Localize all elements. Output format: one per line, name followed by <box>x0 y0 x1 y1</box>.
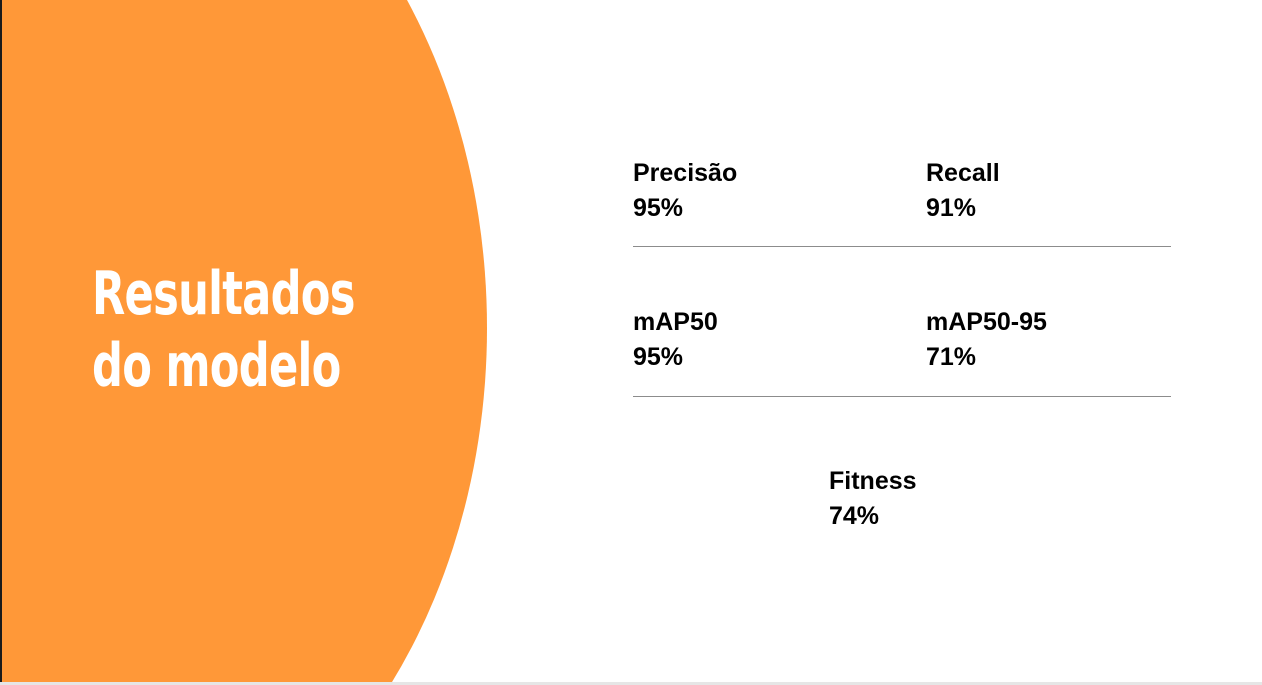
metric-map50: mAP50 95% <box>633 305 718 375</box>
metric-fitness: Fitness 74% <box>829 464 917 534</box>
left-edge-border <box>0 0 2 685</box>
divider-top <box>633 246 1171 247</box>
metric-label: mAP50 <box>633 308 718 336</box>
metric-value: 74% <box>829 502 880 530</box>
metric-value: 95% <box>633 343 684 371</box>
metric-label: Precisão <box>633 159 738 187</box>
metric-value: 71% <box>926 343 977 371</box>
metric-label: Recall <box>926 159 1000 187</box>
slide-title: Resultados do modelo <box>92 258 355 402</box>
metric-value: 95% <box>633 194 684 222</box>
slide-title-line-2: do modelo <box>92 331 341 401</box>
bottom-edge-border <box>0 682 1262 685</box>
slide-title-line-1: Resultados <box>92 259 355 329</box>
metric-value: 91% <box>926 194 977 222</box>
metric-label: mAP50-95 <box>926 308 1047 336</box>
accent-circle <box>0 0 487 685</box>
metric-recall: Recall 91% <box>926 156 1000 226</box>
metric-map50-95: mAP50-95 71% <box>926 305 1047 375</box>
metric-precisao: Precisão 95% <box>633 156 737 226</box>
divider-bottom <box>633 396 1171 397</box>
metric-label: Fitness <box>829 467 917 495</box>
